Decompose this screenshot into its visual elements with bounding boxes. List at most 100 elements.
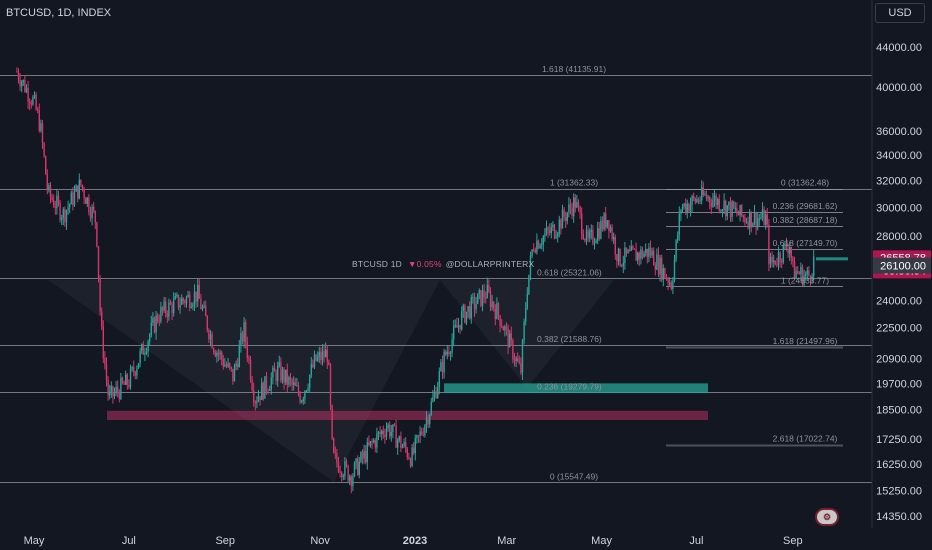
candle-body xyxy=(590,229,592,233)
candle-body xyxy=(121,377,124,383)
candle-body xyxy=(516,357,519,362)
candle-body xyxy=(324,349,327,358)
candle-body xyxy=(796,271,799,273)
candle-body xyxy=(787,249,789,254)
candle-body xyxy=(340,472,343,477)
time-axis[interactable]: May Jul Sep Nov 2023 Mar May Jul Sep xyxy=(24,535,803,547)
candle-body xyxy=(235,363,237,367)
candle-body xyxy=(134,372,136,376)
candle-body xyxy=(678,213,680,235)
candle-body xyxy=(238,345,240,367)
candle-body xyxy=(264,376,266,399)
candle-body xyxy=(648,247,650,258)
currency-button[interactable]: USD xyxy=(875,3,925,23)
watermark-symbol: BTCUSD 1D xyxy=(352,259,402,269)
candle-body xyxy=(385,428,388,437)
candle-body xyxy=(764,214,767,225)
candle-body xyxy=(739,205,741,216)
candle-body xyxy=(657,254,660,275)
candle-body xyxy=(132,367,135,373)
candle-body xyxy=(681,206,684,211)
candle-body xyxy=(315,354,317,361)
candle-body xyxy=(212,348,215,353)
x-tick-label: May xyxy=(591,535,612,547)
candle-body xyxy=(308,375,311,388)
candle-body xyxy=(243,322,245,342)
candle-body xyxy=(265,376,268,391)
candle-body xyxy=(219,352,221,355)
candle-body xyxy=(756,218,759,228)
candle-body xyxy=(643,253,645,258)
candle-body xyxy=(684,203,687,213)
candle-body xyxy=(606,220,608,228)
y-tick-label: 17250.00 xyxy=(876,434,922,446)
x-tick-label: Sep xyxy=(215,535,235,547)
candle-body xyxy=(793,261,796,279)
candle-body xyxy=(297,385,300,394)
candle-body xyxy=(612,237,615,240)
candle-body xyxy=(459,324,461,330)
candle-body xyxy=(350,476,352,487)
y-tick-label: 40000.00 xyxy=(876,82,922,94)
candle-body xyxy=(396,440,399,448)
candle-body xyxy=(153,318,156,333)
candle-body xyxy=(110,386,112,392)
candle-body xyxy=(673,259,676,281)
candle-body xyxy=(628,250,631,252)
candle-body xyxy=(300,401,303,403)
candle-body xyxy=(182,298,184,301)
candle-body xyxy=(168,302,170,317)
candle-body xyxy=(675,240,677,260)
candle-body xyxy=(380,430,383,434)
candle-body xyxy=(140,344,143,351)
candle-body xyxy=(236,363,239,367)
candle-body xyxy=(769,256,772,265)
candle-body xyxy=(393,424,396,426)
candle-body xyxy=(632,246,634,249)
candle-body xyxy=(129,369,132,387)
candle-body xyxy=(46,174,48,190)
fib-label: 0.382 (21588.76) xyxy=(537,334,602,344)
candle-body xyxy=(483,290,485,298)
candle-body xyxy=(392,424,394,432)
candle-body xyxy=(280,362,282,381)
horizontal-levels xyxy=(0,75,872,483)
candle-body xyxy=(608,220,610,232)
candle-body xyxy=(460,311,463,330)
candle-body xyxy=(331,405,333,439)
candle-body xyxy=(702,187,704,195)
candle-body xyxy=(712,200,714,207)
price-axis[interactable]: 44000.00 40000.00 36000.00 34000.00 32000.00… xyxy=(876,42,922,523)
candle-body xyxy=(580,213,583,235)
candle-body xyxy=(539,245,541,249)
candle-body xyxy=(595,240,597,243)
candle-body xyxy=(345,461,348,466)
fib-label: 1.618 (41135.91) xyxy=(542,64,606,74)
candle-body xyxy=(433,391,436,397)
candle-body xyxy=(542,236,544,245)
candle-body xyxy=(531,249,533,257)
candle-body xyxy=(128,384,130,387)
candle-body xyxy=(665,277,668,279)
candle-body xyxy=(745,221,748,223)
candle-body xyxy=(88,197,90,213)
candle-body xyxy=(753,212,756,223)
candle-body xyxy=(240,333,242,346)
candle-body xyxy=(467,306,469,312)
fib-label: 0 (31362.48) xyxy=(781,178,829,188)
candle-body xyxy=(89,212,92,219)
candle-body xyxy=(108,391,111,396)
candle-body xyxy=(484,297,487,299)
candle-body xyxy=(337,462,340,472)
candle-body xyxy=(494,308,496,320)
candle-body xyxy=(752,222,754,227)
candle-body xyxy=(598,228,600,239)
candle-body xyxy=(408,457,410,459)
candle-body xyxy=(572,197,575,217)
tradingview-logo-icon[interactable]: ⚙ xyxy=(815,508,839,526)
candle-body xyxy=(438,371,440,388)
candle-body xyxy=(710,202,712,207)
candle-body xyxy=(577,201,580,207)
candle-body xyxy=(432,396,434,402)
